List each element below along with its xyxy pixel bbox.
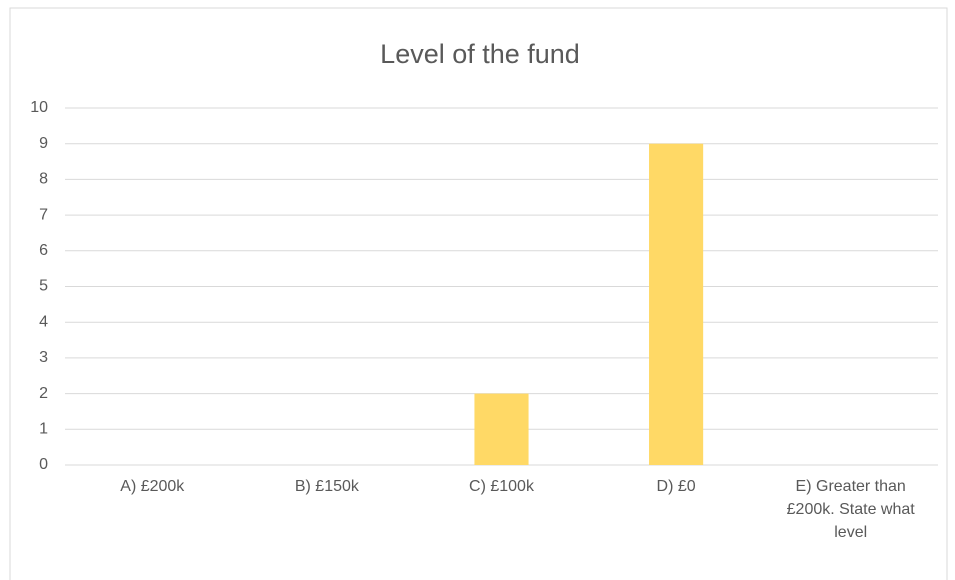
y-tick-label: 3: [39, 349, 48, 366]
y-tick-label: 10: [30, 99, 48, 116]
bar: [649, 143, 704, 465]
y-tick-label: 1: [39, 421, 48, 438]
chart-border: [9, 7, 948, 580]
y-tick-label: 4: [39, 313, 48, 330]
bar: [474, 393, 529, 465]
x-tick-label: C) £100k: [469, 478, 534, 495]
y-tick-label: 0: [39, 456, 48, 473]
x-tick-label: D) £0: [656, 478, 696, 495]
y-tick-label: 9: [39, 135, 48, 152]
y-tick-label: 7: [39, 206, 48, 223]
x-tick-label: B) £150k: [294, 478, 359, 495]
y-tick-label: 2: [39, 385, 48, 402]
x-tick-label: E) Greater than £200k. State what level: [786, 478, 915, 541]
y-tick-label: 6: [39, 242, 48, 259]
y-tick-label: 8: [39, 171, 48, 188]
chart-title: Level of the fund: [380, 39, 580, 69]
y-tick-label: 5: [39, 278, 48, 295]
x-tick-label: A) £200k: [120, 478, 185, 495]
